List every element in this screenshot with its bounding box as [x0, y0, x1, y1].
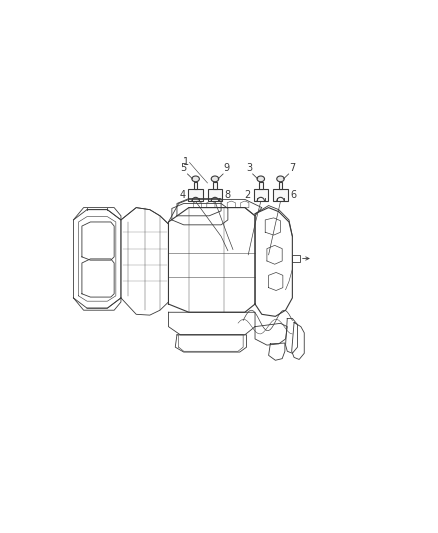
- Text: 8: 8: [225, 190, 231, 200]
- Ellipse shape: [277, 176, 284, 182]
- Text: 3: 3: [246, 163, 252, 173]
- Ellipse shape: [192, 176, 199, 182]
- Ellipse shape: [257, 176, 265, 182]
- Bar: [259, 182, 263, 189]
- Ellipse shape: [211, 176, 219, 182]
- Bar: [213, 182, 217, 189]
- Text: 1: 1: [184, 157, 190, 167]
- Text: 2: 2: [245, 190, 251, 200]
- Text: 9: 9: [224, 163, 230, 173]
- Bar: [208, 189, 222, 201]
- Bar: [273, 189, 288, 201]
- Bar: [194, 182, 198, 189]
- Bar: [188, 189, 203, 201]
- Text: 4: 4: [180, 190, 186, 200]
- Text: 5: 5: [180, 163, 187, 173]
- Text: 7: 7: [290, 163, 296, 173]
- Bar: [293, 255, 300, 262]
- Bar: [279, 182, 283, 189]
- Bar: [254, 189, 268, 201]
- Text: 6: 6: [290, 190, 297, 200]
